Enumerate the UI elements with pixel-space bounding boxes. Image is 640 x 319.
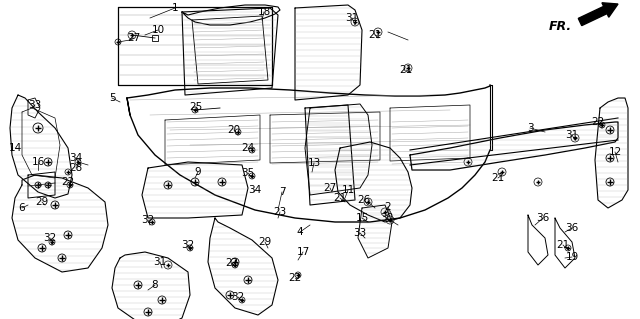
- Text: 32: 32: [44, 233, 56, 243]
- Text: FR.: FR.: [549, 19, 572, 33]
- Text: 36: 36: [536, 213, 550, 223]
- Text: 1: 1: [172, 3, 179, 13]
- Text: 3: 3: [527, 123, 533, 133]
- Text: 25: 25: [189, 102, 203, 112]
- Text: 10: 10: [152, 25, 164, 35]
- Text: 21: 21: [333, 193, 347, 203]
- Text: 17: 17: [296, 247, 310, 257]
- Text: 20: 20: [227, 125, 241, 135]
- Text: 15: 15: [355, 213, 369, 223]
- Text: 22: 22: [591, 117, 605, 127]
- Text: 16: 16: [31, 157, 45, 167]
- Text: 29: 29: [35, 197, 49, 207]
- Text: 14: 14: [8, 143, 22, 153]
- Text: 6: 6: [19, 203, 26, 213]
- Text: 18: 18: [257, 7, 271, 17]
- Text: 36: 36: [565, 223, 579, 233]
- Text: 32: 32: [141, 215, 155, 225]
- FancyArrow shape: [579, 3, 618, 26]
- Text: 21: 21: [369, 30, 381, 40]
- Text: 21: 21: [492, 173, 504, 183]
- Text: 7: 7: [278, 187, 285, 197]
- Text: 5: 5: [109, 93, 115, 103]
- Text: 21: 21: [399, 65, 413, 75]
- Text: 22: 22: [61, 177, 75, 187]
- Text: 33: 33: [28, 100, 42, 110]
- Text: 23: 23: [273, 207, 287, 217]
- Text: 21: 21: [556, 240, 570, 250]
- Text: 31: 31: [154, 257, 166, 267]
- Text: 32: 32: [181, 240, 195, 250]
- Text: 24: 24: [241, 143, 255, 153]
- Text: 2: 2: [385, 202, 391, 212]
- Text: 32: 32: [232, 292, 244, 302]
- Text: 19: 19: [565, 252, 579, 262]
- Text: 31: 31: [565, 130, 579, 140]
- Text: 34: 34: [69, 153, 83, 163]
- Text: 35: 35: [241, 168, 255, 178]
- Text: 28: 28: [69, 163, 83, 173]
- Text: 31: 31: [346, 13, 358, 23]
- Text: 26: 26: [357, 195, 371, 205]
- Text: 9: 9: [195, 167, 202, 177]
- Text: 11: 11: [341, 185, 355, 195]
- Text: 27: 27: [127, 33, 141, 43]
- Text: 29: 29: [259, 237, 271, 247]
- Text: 4: 4: [297, 227, 303, 237]
- Text: 22: 22: [225, 258, 239, 268]
- Text: 8: 8: [152, 280, 158, 290]
- Text: 12: 12: [609, 147, 621, 157]
- Text: 34: 34: [248, 185, 262, 195]
- Text: 22: 22: [289, 273, 301, 283]
- Text: 27: 27: [323, 183, 337, 193]
- Text: 13: 13: [307, 158, 321, 168]
- Text: 30: 30: [380, 213, 394, 223]
- Text: 33: 33: [353, 228, 367, 238]
